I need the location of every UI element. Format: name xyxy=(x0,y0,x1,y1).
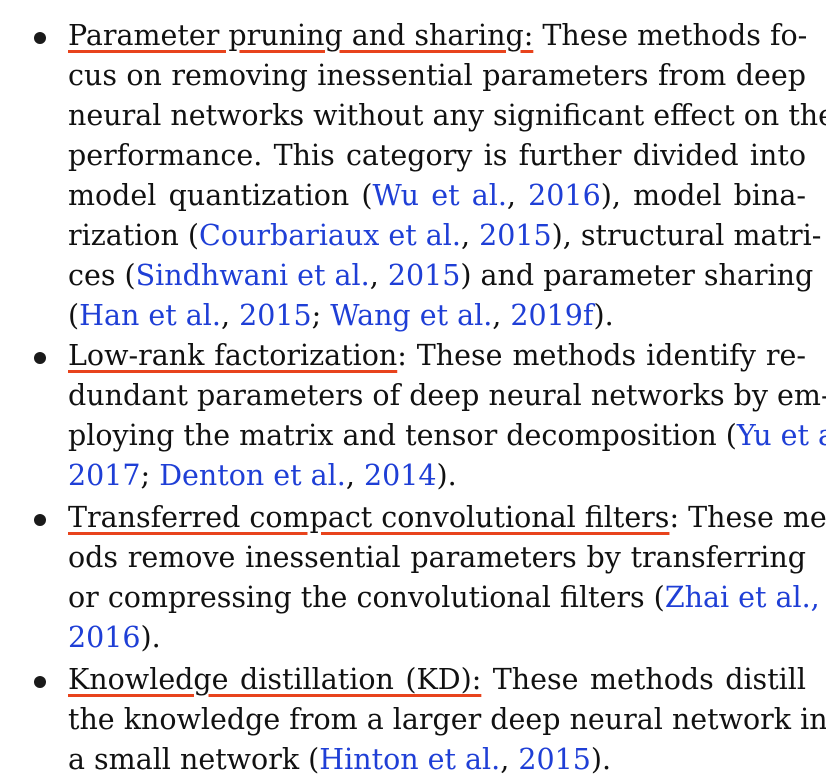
text-line: dundant parameters of deep neural networ… xyxy=(68,379,826,412)
text-line: the knowledge from a larger deep neural … xyxy=(68,703,826,736)
citation-link[interactable]: Wu et al. xyxy=(372,179,507,212)
text-line: Low-rank factorization: These methods id… xyxy=(68,339,806,372)
term-heading: Transferred compact convolutional filter… xyxy=(68,501,670,534)
text-line: ces (Sindhwani et al., 2015) and paramet… xyxy=(68,259,814,292)
citation-link[interactable]: Zhai et al., xyxy=(664,581,820,614)
text-line: 2016). xyxy=(68,621,161,654)
term-heading: Low-rank factorization xyxy=(68,339,398,372)
text-line: neural networks without any significant … xyxy=(68,99,826,132)
term-heading: Parameter pruning and sharing: xyxy=(68,19,534,52)
text-line: 2017; Denton et al., 2014). xyxy=(68,459,457,492)
text-line: Transferred compact convolutional filter… xyxy=(68,501,826,534)
citation-year-link[interactable]: 2015 xyxy=(239,299,312,332)
text-line: ploying the matrix and tensor decomposit… xyxy=(68,416,826,456)
text-line: rization (Courbariaux et al., 2015), str… xyxy=(68,219,822,252)
text-line: ods remove inessential parameters by tra… xyxy=(68,541,806,574)
citation-year-link[interactable]: 2014 xyxy=(363,459,437,492)
bullet-icon xyxy=(34,352,46,364)
bullet-icon xyxy=(34,676,46,688)
text-line: Parameter pruning and sharing: These met… xyxy=(68,19,808,52)
text-line: cus on removing inessential parameters f… xyxy=(68,59,806,92)
citation-year-link[interactable]: 2019f xyxy=(510,299,594,332)
text-line: model quantization (Wu et al., 2016), mo… xyxy=(68,179,807,212)
citation-link[interactable]: Yu et al. xyxy=(736,419,826,452)
citation-link[interactable]: Hinton et al. xyxy=(319,743,501,776)
text-line: a small network (Hinton et al., 2015). xyxy=(68,743,612,776)
citation-link[interactable]: Courbariaux et al. xyxy=(199,219,461,252)
citation-year-link[interactable]: 2016 xyxy=(528,179,601,212)
text-line: (Han et al., 2015; Wang et al., 2019f). xyxy=(68,299,614,332)
citation-link[interactable]: Han et al. xyxy=(79,299,221,332)
term-heading: Knowledge distillation (KD): xyxy=(68,663,482,696)
citation-year-link[interactable]: 2016 xyxy=(68,621,141,654)
citation-year-link[interactable]: 2015 xyxy=(518,743,591,776)
text-line: or compressing the convolutional filters… xyxy=(68,581,820,614)
citation-year-link[interactable]: 2015 xyxy=(479,219,552,252)
citation-year-link[interactable]: 2017 xyxy=(68,459,141,492)
bullet-icon xyxy=(34,32,46,44)
citation-link[interactable]: Sindhwani et al. xyxy=(135,259,370,292)
text-line: performance. This category is further di… xyxy=(68,139,806,172)
bullet-icon xyxy=(34,514,46,526)
citation-link[interactable]: Denton et al. xyxy=(159,459,346,492)
text-line: Knowledge distillation (KD): These metho… xyxy=(68,663,806,696)
citation-year-link[interactable]: 2015 xyxy=(387,259,461,292)
citation-link[interactable]: Wang et al. xyxy=(330,299,493,332)
